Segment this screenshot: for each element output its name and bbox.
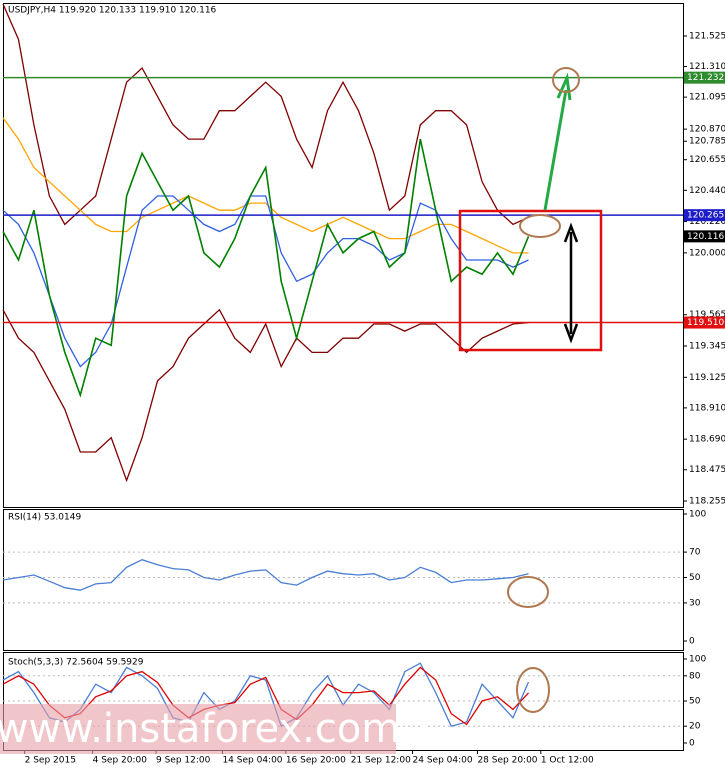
panel-title: USDJPY,H4 119.920 120.133 119.910 120.11… [8,6,217,16]
y-tick-label: 118.255 [689,497,725,507]
y-tick-label: 120.000 [689,248,725,258]
price-level-label: 121.232 [687,73,724,83]
series-line [2,117,529,254]
x-tick-label: 28 Sep 20:00 [477,756,537,766]
series-line [2,195,529,368]
y-tick-label: 119.345 [689,342,725,352]
y-tick-label: 119.125 [689,373,725,383]
price-level-tag [684,71,725,84]
y-tick-label: 0 [689,739,695,749]
up-arrow [543,89,568,211]
range-arrow-heads [563,222,579,344]
rsi-frame [3,509,684,651]
y-tick-label: 100 [689,510,706,520]
price-level-tag [684,316,725,329]
x-tick-label: 9 Sep 12:00 [156,756,211,766]
y-tick-label: 120.870 [689,125,725,135]
watermark: [ www.instaforex.com ] [0,706,429,752]
y-tick-label: 120.785 [689,137,725,147]
y-tick-label: 20 [689,722,701,732]
highlight-circles [507,67,580,713]
last-price-label: 120.116 [687,232,724,242]
range-box [458,209,603,352]
y-tick-label: 50 [689,573,701,583]
y-tick-label: 118.690 [689,435,725,445]
y-tick-label: 30 [689,598,701,608]
main-frame [3,3,684,508]
x-tick-label: 2 Sep 2015 [25,756,76,766]
x-tick-label: 16 Sep 20:00 [286,756,346,766]
last-price-tag [684,230,725,243]
y-tick-label: 120.440 [689,186,725,196]
watermark-box [0,704,396,754]
series-line [2,666,529,726]
x-tick-label: 14 Sep 04:00 [222,756,282,766]
panel-title: RSI(14) 53.0149 [8,513,81,523]
y-tick-label: 121.525 [689,31,725,41]
x-tick-label: 24 Sep 04:00 [413,756,473,766]
y-tick-label: 121.095 [689,93,725,103]
series-line [2,308,529,483]
y-tick-label: 120.655 [689,155,725,165]
x-tick-label: 4 Sep 20:00 [93,756,148,766]
price-level-label: 119.510 [687,318,724,328]
price-level-tag [684,209,725,222]
y-tick-label: 0 [689,637,695,647]
y-tick-label: 50 [689,697,701,707]
x-tick-label: 21 Sep 12:00 [351,756,411,766]
y-tick-label: 80 [689,671,701,681]
y-tick-label: 118.910 [689,403,725,413]
series-line [2,138,530,398]
y-tick-label: 70 [689,548,701,558]
y-tick-label: 120.220 [689,217,725,227]
y-tick-label: 118.475 [689,465,725,475]
y-tick-label: 119.565 [689,310,725,320]
y-tick-label: 100 [689,655,706,665]
panel-title: Stoch(5,3,3) 72.5604 59.5929 [8,658,144,668]
series-line [2,558,529,591]
series-line [2,662,530,728]
price-level-label: 120.265 [687,211,724,221]
series-line [2,3,529,226]
x-tick-label: 1 Oct 12:00 [541,756,594,766]
y-tick-label: 121.310 [689,62,725,72]
